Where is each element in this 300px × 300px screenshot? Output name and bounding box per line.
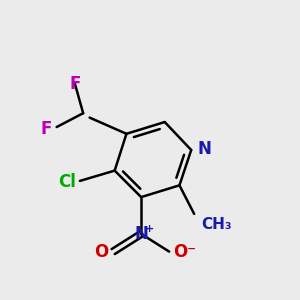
Text: F: F [41, 119, 52, 137]
Text: O: O [94, 244, 109, 262]
Text: N: N [197, 140, 211, 158]
Text: +: + [145, 224, 154, 235]
Text: CH₃: CH₃ [202, 217, 232, 232]
Text: N: N [134, 225, 148, 243]
Text: O⁻: O⁻ [174, 244, 196, 262]
Text: Cl: Cl [58, 173, 76, 191]
Text: F: F [69, 75, 81, 93]
